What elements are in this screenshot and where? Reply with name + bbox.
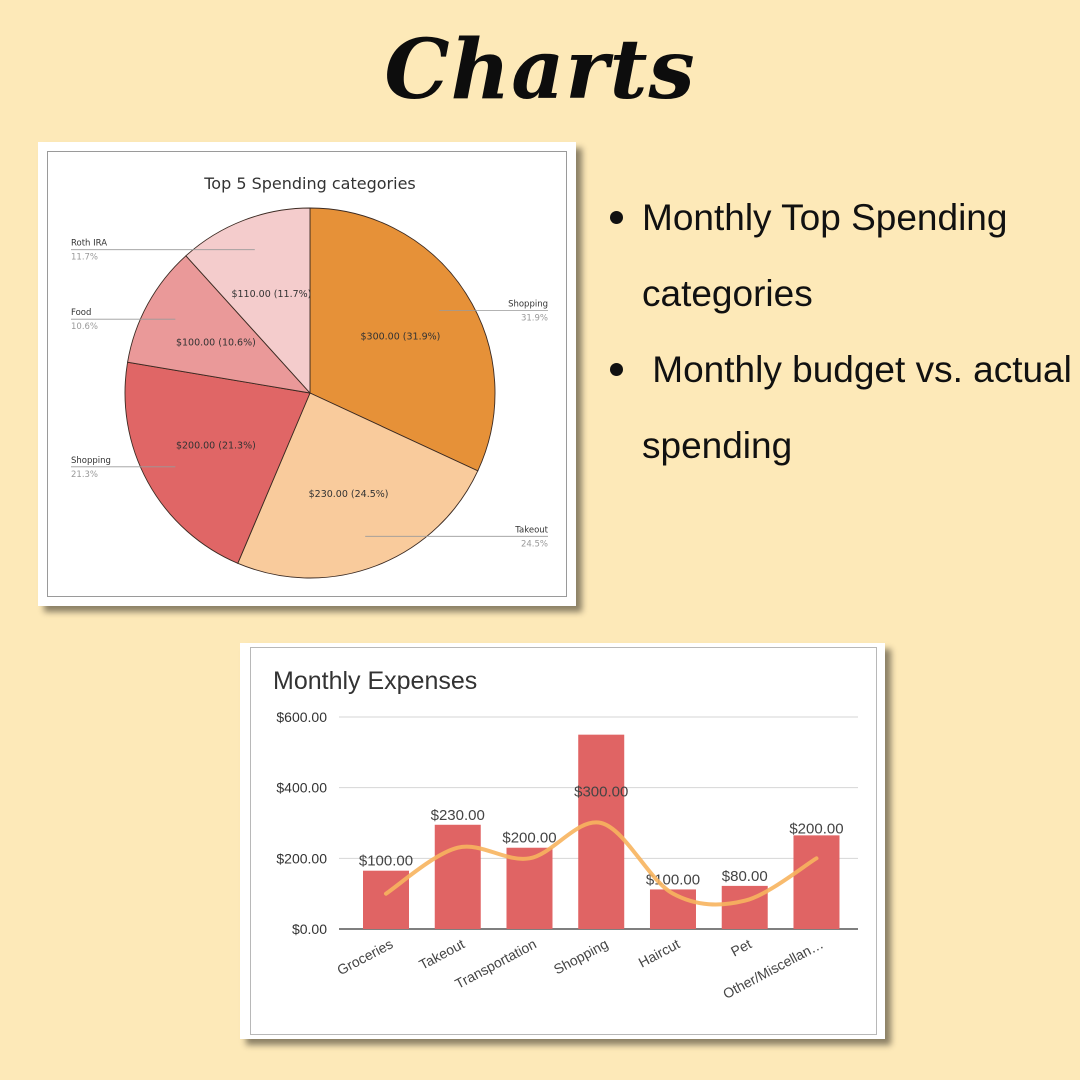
pie-slice xyxy=(185,207,311,395)
page-title: Charts xyxy=(384,22,696,118)
y-tick-label: $400.00 xyxy=(276,780,327,796)
pie-category-label: Food xyxy=(71,308,91,318)
pie-slice xyxy=(127,255,312,394)
x-tick-label: Haircut xyxy=(636,935,683,970)
pie-value-label: $300.00 (31.9%) xyxy=(360,331,440,342)
bar xyxy=(434,824,481,929)
bar-data-label: $230.00 xyxy=(431,807,485,824)
pie-slice xyxy=(124,361,311,564)
pie-chart: Top 5 Spending categories $300.00 (31.9%)… xyxy=(71,174,549,579)
bar-chart: Monthly Expenses $0.00 $200.00 $400.00 $600.… xyxy=(273,667,858,1002)
y-tick-label: $0.00 xyxy=(292,921,327,937)
pie-category-label: Shopping xyxy=(71,456,111,466)
bullet-item: Monthly budget vs. actual spending xyxy=(604,332,1074,484)
bar-chart-card: Monthly Expenses $0.00 $200.00 $400.00 $600.… xyxy=(240,643,885,1039)
bar-chart-title: Monthly Expenses xyxy=(273,667,477,695)
pie-value-label: $110.00 (11.7%) xyxy=(231,289,311,300)
pie-chart-title: Top 5 Spending categories xyxy=(203,174,416,193)
bullet-item: Monthly Top Spending categories xyxy=(604,180,1074,332)
bar-data-label: $200.00 xyxy=(789,820,843,837)
pie-slice xyxy=(237,392,479,579)
y-tick-label: $200.00 xyxy=(276,850,327,866)
pie-percent-label: 24.5% xyxy=(521,539,548,549)
bar-data-label: $100.00 xyxy=(359,853,413,870)
bar-data-label: $200.00 xyxy=(502,830,556,847)
pie-value-label: $100.00 (10.6%) xyxy=(176,337,256,348)
pie-chart-card: Top 5 Spending categories $300.00 (31.9%)… xyxy=(38,142,576,606)
bullet-dot-icon xyxy=(610,211,623,224)
pie-value-label: $230.00 (24.5%) xyxy=(309,489,389,500)
pie-percent-label: 31.9% xyxy=(521,313,548,323)
bullet-text: Monthly budget vs. actual spending xyxy=(642,349,1072,466)
pie-category-label: Shopping xyxy=(508,299,548,309)
trend-line xyxy=(384,820,819,907)
x-tick-label: Shopping xyxy=(551,936,611,978)
pie-percent-label: 21.3% xyxy=(71,470,98,480)
x-tick-label: Transportation xyxy=(452,936,539,992)
bar xyxy=(649,889,696,929)
pie-value-label: $200.00 (21.3%) xyxy=(176,441,256,452)
bar-data-label: $300.00 xyxy=(574,784,628,801)
y-tick-label: $600.00 xyxy=(276,709,327,725)
bar xyxy=(793,835,840,929)
pie-percent-label: 10.6% xyxy=(71,322,98,332)
bullet-dot-icon xyxy=(610,363,623,376)
x-tick-label: Takeout xyxy=(416,935,467,972)
pie-percent-label: 11.7% xyxy=(71,253,98,263)
pie-category-label: Takeout xyxy=(514,525,548,535)
x-tick-label: Groceries xyxy=(334,936,395,979)
pie-chart-frame xyxy=(47,151,567,597)
bullet-text: Monthly Top Spending categories xyxy=(642,197,1008,314)
bullet-list: Monthly Top Spending categories Monthly … xyxy=(604,180,1074,484)
bar xyxy=(506,847,553,929)
x-tick-label: Pet xyxy=(728,935,754,959)
bar-chart-frame xyxy=(250,647,877,1035)
pie-slice xyxy=(309,207,496,472)
pie-category-label: Roth IRA xyxy=(71,239,107,249)
bar-data-label: $80.00 xyxy=(722,868,768,885)
